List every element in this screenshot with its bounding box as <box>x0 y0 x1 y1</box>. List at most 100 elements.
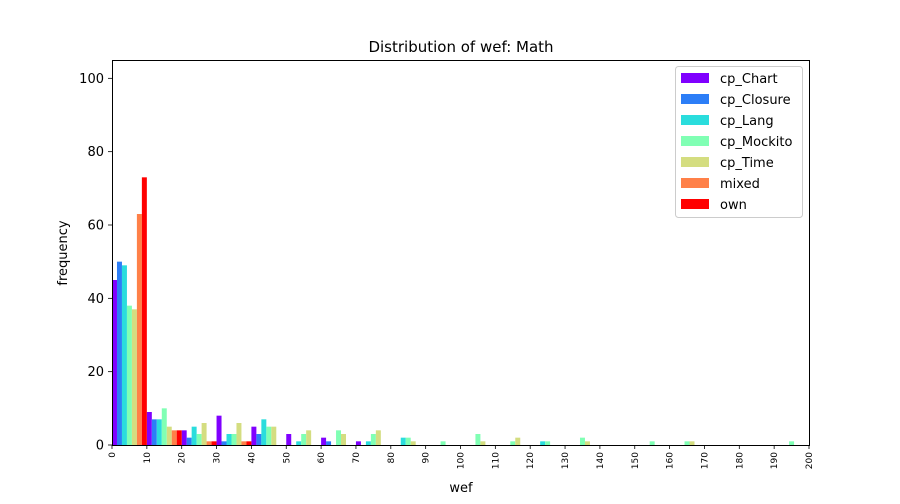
bar-mixed-bin-30 <box>241 441 247 445</box>
bar-cp_Mockito-bin-150 <box>649 441 655 445</box>
legend-label-cp_Mockito: cp_Mockito <box>720 135 792 150</box>
legend-swatch-cp_Chart <box>681 73 709 83</box>
bar-cp_Chart-bin-50 <box>286 434 292 445</box>
legend-label-cp_Time: cp_Time <box>720 156 774 171</box>
bar-cp_Time-bin-70 <box>375 430 381 445</box>
legend-label-cp_Lang: cp_Lang <box>720 114 774 129</box>
bar-cp_Lang-bin-20 <box>191 426 197 445</box>
bar-cp_Time-bin-130 <box>584 441 590 445</box>
y-tick-label: 60 <box>87 219 104 234</box>
legend-swatch-own <box>681 199 709 209</box>
legend-swatch-cp_Lang <box>681 115 709 125</box>
bar-cp_Chart-bin-0 <box>112 280 117 445</box>
bar-cp_Mockito-bin-130 <box>579 437 585 445</box>
bar-cp_Mockito-bin-50 <box>301 434 307 445</box>
x-tick-label: 110 <box>491 452 501 469</box>
x-tick-label: 10 <box>143 452 153 464</box>
bar-cp_Lang-bin-80 <box>400 437 406 445</box>
bar-cp_Mockito-bin-30 <box>231 434 237 445</box>
x-tick-label: 130 <box>561 452 571 469</box>
bar-mixed-bin-20 <box>206 441 212 445</box>
bar-cp_Lang-bin-30 <box>226 434 232 445</box>
bar-cp_Time-bin-100 <box>480 441 486 445</box>
y-axis-label: frequency <box>56 220 71 286</box>
legend-label-cp_Chart: cp_Chart <box>720 72 778 87</box>
bar-cp_Mockito-bin-190 <box>789 441 795 445</box>
y-tick-label: 100 <box>79 72 104 87</box>
x-tick-label: 40 <box>247 452 257 464</box>
bar-cp_Time-bin-110 <box>515 437 521 445</box>
bar-mixed-bin-0 <box>136 214 142 445</box>
bar-own-bin-30 <box>246 441 252 445</box>
bar-cp_Chart-bin-20 <box>181 430 187 445</box>
bar-own-bin-10 <box>176 430 182 445</box>
y-axis: 0 20 40 60 80 100 <box>79 72 112 454</box>
legend: cp_Chart cp_Closure cp_Lang cp_Mockito cp_Ti… <box>675 66 803 218</box>
bar-cp_Lang-bin-50 <box>296 441 302 445</box>
legend-label-mixed: mixed <box>720 177 760 192</box>
bar-cp_Chart-bin-10 <box>146 412 152 445</box>
bar-cp_Chart-bin-70 <box>355 441 361 445</box>
x-tick-label: 170 <box>700 452 710 469</box>
bar-cp_Mockito-bin-100 <box>475 434 481 445</box>
bar-cp_Lang-bin-70 <box>365 441 371 445</box>
bar-cp_Closure-bin-0 <box>116 261 122 445</box>
x-tick-label: 200 <box>805 452 815 469</box>
bar-cp_Closure-bin-30 <box>221 441 227 445</box>
plot-frame <box>112 60 810 446</box>
bar-cp_Closure-bin-10 <box>151 419 157 445</box>
x-axis-label: wef <box>449 481 473 496</box>
y-tick-label: 40 <box>87 292 104 307</box>
bar-cp_Mockito-bin-0 <box>126 305 132 445</box>
bar-cp_Mockito-bin-80 <box>405 437 411 445</box>
bar-cp_Time-bin-50 <box>306 430 312 445</box>
x-tick-label: 100 <box>457 452 467 469</box>
x-tick-label: 50 <box>282 452 292 464</box>
y-tick-label: 20 <box>87 365 104 380</box>
legend-swatch-cp_Closure <box>681 94 709 104</box>
bar-cp_Time-bin-20 <box>201 423 207 445</box>
y-tick-label: 0 <box>96 439 104 454</box>
x-tick-label: 190 <box>770 452 780 469</box>
legend-swatch-cp_Time <box>681 157 709 167</box>
legend-swatch-mixed <box>681 178 709 188</box>
x-tick-label: 70 <box>352 452 362 464</box>
bar-cp_Closure-bin-60 <box>326 441 332 445</box>
x-axis: 0 10 20 30 40 50 60 70 80 90 100 110 120 130 140 150 160… <box>108 445 815 469</box>
y-tick-label: 80 <box>87 145 104 160</box>
bar-cp_Closure-bin-40 <box>256 434 262 445</box>
bar-cp_Mockito-bin-70 <box>370 434 376 445</box>
x-tick-label: 90 <box>422 452 432 464</box>
bar-cp_Time-bin-160 <box>689 441 695 445</box>
legend-label-cp_Closure: cp_Closure <box>720 93 791 108</box>
bar-mixed-bin-10 <box>171 430 177 445</box>
bar-cp_Time-bin-40 <box>271 426 277 445</box>
x-tick-label: 180 <box>735 452 745 469</box>
x-tick-label: 30 <box>213 452 223 464</box>
bar-cp_Lang-bin-120 <box>540 441 546 445</box>
bar-cp_Mockito-bin-90 <box>440 441 446 445</box>
bar-cp_Chart-bin-30 <box>216 415 222 445</box>
bar-own-bin-20 <box>211 441 217 445</box>
x-tick-label: 80 <box>387 452 397 464</box>
bar-cp_Lang-bin-10 <box>156 419 162 445</box>
bar-cp_Closure-bin-20 <box>186 437 192 445</box>
x-tick-label: 160 <box>666 452 676 469</box>
bar-cp_Time-bin-10 <box>166 426 172 445</box>
x-tick-label: 0 <box>108 452 118 458</box>
bar-cp_Time-bin-80 <box>410 441 416 445</box>
chart-title: Distribution of wef: Math <box>368 38 553 56</box>
bar-own-bin-0 <box>141 177 147 446</box>
x-tick-label: 120 <box>526 452 536 469</box>
bar-cp_Chart-bin-60 <box>321 437 327 445</box>
x-tick-label: 140 <box>596 452 606 469</box>
legend-swatch-cp_Mockito <box>681 136 709 146</box>
x-tick-label: 150 <box>631 452 641 469</box>
bar-cp_Mockito-bin-60 <box>336 430 342 445</box>
bar-cp_Mockito-bin-40 <box>266 426 272 445</box>
x-tick-label: 20 <box>178 452 188 464</box>
bar-cp_Time-bin-30 <box>236 423 242 445</box>
bar-cp_Chart-bin-40 <box>251 426 257 445</box>
bar-cp_Mockito-bin-120 <box>545 441 551 445</box>
